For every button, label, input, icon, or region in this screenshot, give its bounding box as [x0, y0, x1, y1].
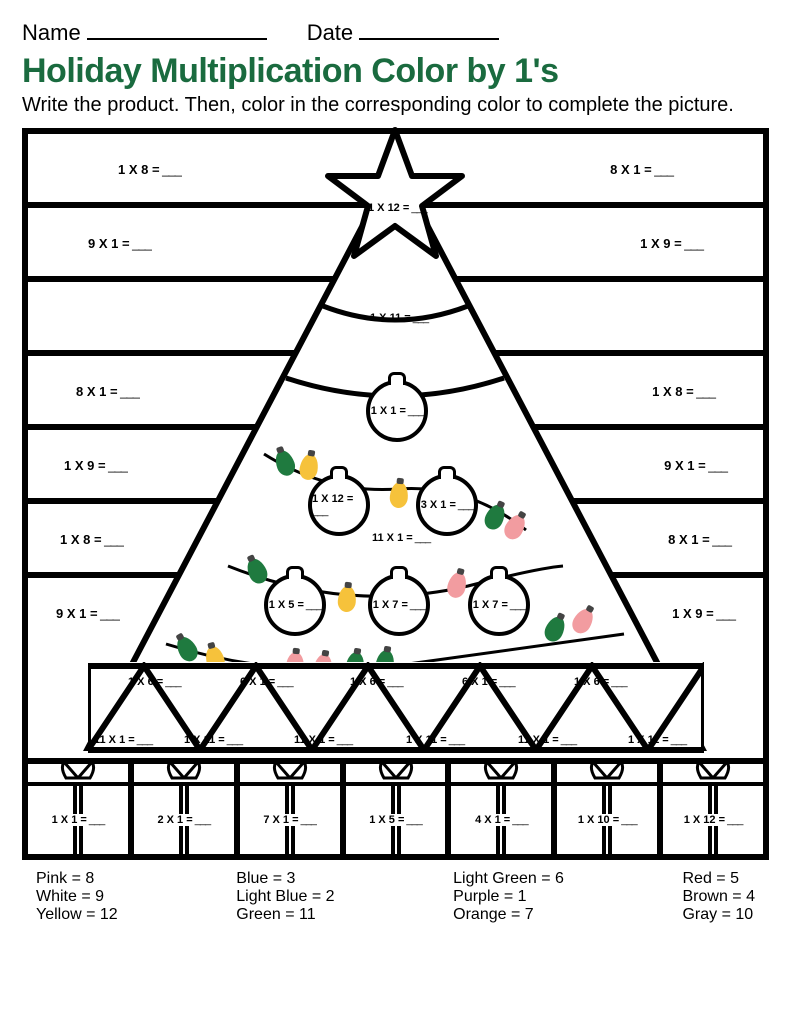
ornament[interactable]: 3 X 1 = [416, 474, 478, 536]
legend-item: Blue = 3 [236, 870, 334, 888]
star-problem[interactable]: 1 X 12 = [368, 202, 427, 214]
legend-column: Red = 5Brown = 4Gray = 10 [682, 870, 754, 924]
presents-row: 1 X 1 = 2 X 1 = 7 X 1 = 1 X 5 = 4 X 1 = 1 X 1… [28, 758, 763, 854]
bow-icon [346, 764, 446, 786]
legend-column: Light Green = 6Purple = 1Orange = 7 [453, 870, 564, 924]
present[interactable]: 1 X 5 = [346, 764, 452, 854]
tree-label[interactable]: 11 X 1 = [372, 532, 430, 544]
bow-icon [134, 764, 234, 786]
bow-icon [557, 764, 657, 786]
worksheet-frame: 1 X 8 = 9 X 1 = 8 X 1 = 1 X 9 = 1 X 8 = … [22, 128, 769, 860]
name-blank[interactable] [87, 20, 267, 40]
ornament[interactable]: 1 X 1 = [366, 380, 428, 442]
present-problem[interactable]: 1 X 10 = [576, 814, 639, 826]
date-blank[interactable] [359, 20, 499, 40]
tri-dn[interactable]: 1 X 11 = [184, 734, 242, 746]
tri-dn[interactable]: 1 X 11 = [406, 734, 464, 746]
legend-item: White = 9 [36, 888, 118, 906]
tri-dn[interactable]: 1 X 11 = [628, 734, 686, 746]
legend-item: Red = 5 [682, 870, 754, 888]
present-problem[interactable]: 2 X 1 = [155, 814, 212, 826]
legend-item: Pink = 8 [36, 870, 118, 888]
tri-dn[interactable]: 11 X 1 = [94, 734, 152, 746]
legend-item: Brown = 4 [682, 888, 754, 906]
legend-item: Light Blue = 2 [236, 888, 334, 906]
header-line: Name Date [22, 20, 769, 46]
tri-dn[interactable]: 11 X 1 = [294, 734, 352, 746]
tri-up[interactable]: 1 X 6 = [128, 676, 181, 688]
present-problem[interactable]: 4 X 1 = [473, 814, 530, 826]
page-title: Holiday Multiplication Color by 1's [22, 52, 769, 91]
name-label: Name [22, 20, 81, 46]
bow-icon [28, 764, 128, 786]
present[interactable]: 4 X 1 = [451, 764, 557, 854]
legend-item: Gray = 10 [682, 906, 754, 924]
scene: 1 X 8 = 9 X 1 = 8 X 1 = 1 X 9 = 1 X 8 = … [28, 134, 763, 854]
tri-dn[interactable]: 11 X 1 = [518, 734, 576, 746]
legend: Pink = 8White = 9Yellow = 12Blue = 3Ligh… [22, 860, 769, 924]
present-problem[interactable]: 1 X 12 = [682, 814, 745, 826]
present[interactable]: 2 X 1 = [134, 764, 240, 854]
legend-column: Blue = 3Light Blue = 2Green = 11 [236, 870, 334, 924]
instructions: Write the product. Then, color in the co… [22, 93, 769, 118]
ornament[interactable]: 1 X 12 = [308, 474, 370, 536]
tri-up[interactable]: 1 X 6 = [574, 676, 627, 688]
date-label: Date [307, 20, 353, 46]
present-problem[interactable]: 1 X 1 = [50, 814, 107, 826]
ornament[interactable]: 1 X 5 = [264, 574, 326, 636]
legend-item: Light Green = 6 [453, 870, 564, 888]
ornament[interactable]: 1 X 7 = [368, 574, 430, 636]
legend-item: Green = 11 [236, 906, 334, 924]
tri-up[interactable]: 6 X 1 = [462, 676, 515, 688]
legend-item: Purple = 1 [453, 888, 564, 906]
present-problem[interactable]: 7 X 1 = [261, 814, 318, 826]
legend-item: Yellow = 12 [36, 906, 118, 924]
legend-column: Pink = 8White = 9Yellow = 12 [36, 870, 118, 924]
legend-item: Orange = 7 [453, 906, 564, 924]
present[interactable]: 1 X 1 = [28, 764, 134, 854]
present[interactable]: 1 X 10 = [557, 764, 663, 854]
tri-up[interactable]: 1 X 6 = [350, 676, 403, 688]
tri-up[interactable]: 6 X 1 = [240, 676, 293, 688]
star-icon [324, 124, 466, 274]
bow-icon [451, 764, 551, 786]
present-problem[interactable]: 1 X 5 = [367, 814, 424, 826]
present[interactable]: 1 X 12 = [663, 764, 763, 854]
ornament[interactable]: 1 X 7 = [468, 574, 530, 636]
bow-icon [663, 764, 763, 786]
present[interactable]: 7 X 1 = [240, 764, 346, 854]
tree-label[interactable]: 1 X 11 = [370, 312, 428, 324]
bow-icon [240, 764, 340, 786]
